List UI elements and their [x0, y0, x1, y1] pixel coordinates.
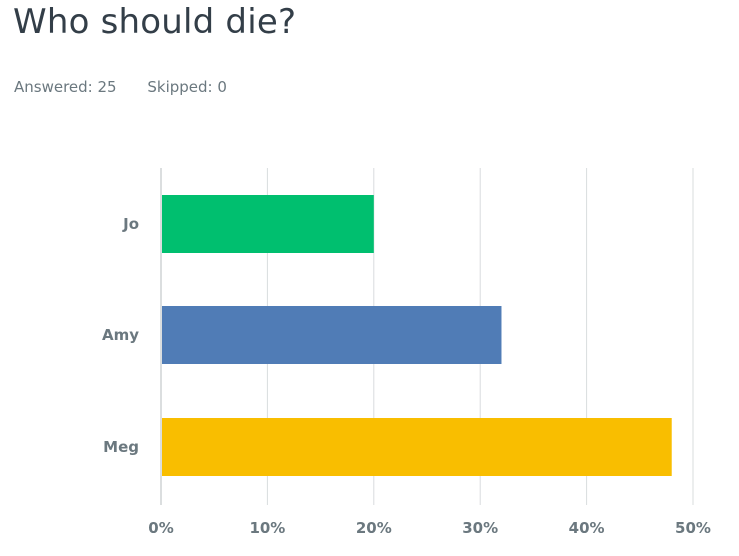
x-tick-label: 0% [148, 519, 173, 537]
x-tick-label: 10% [249, 519, 285, 537]
answered-stat: Answered: 25 [14, 78, 117, 96]
x-tick-label: 30% [462, 519, 498, 537]
x-tick-label: 50% [675, 519, 711, 537]
bar-jo [162, 195, 374, 253]
skipped-stat: Skipped: 0 [147, 78, 227, 96]
answered-label: Answered: [14, 78, 93, 96]
skipped-label: Skipped: [147, 78, 213, 96]
category-label: Jo [122, 215, 139, 233]
category-label: Amy [102, 326, 139, 344]
answered-count: 25 [97, 78, 117, 96]
response-stats: Answered: 25 Skipped: 0 [14, 78, 227, 96]
x-tick-label: 20% [356, 519, 392, 537]
question-title: Who should die? [13, 2, 297, 42]
bar-meg [162, 418, 672, 476]
skipped-count: 0 [217, 78, 227, 96]
bar-amy [162, 306, 502, 364]
category-label: Meg [103, 438, 139, 456]
x-tick-label: 40% [569, 519, 605, 537]
